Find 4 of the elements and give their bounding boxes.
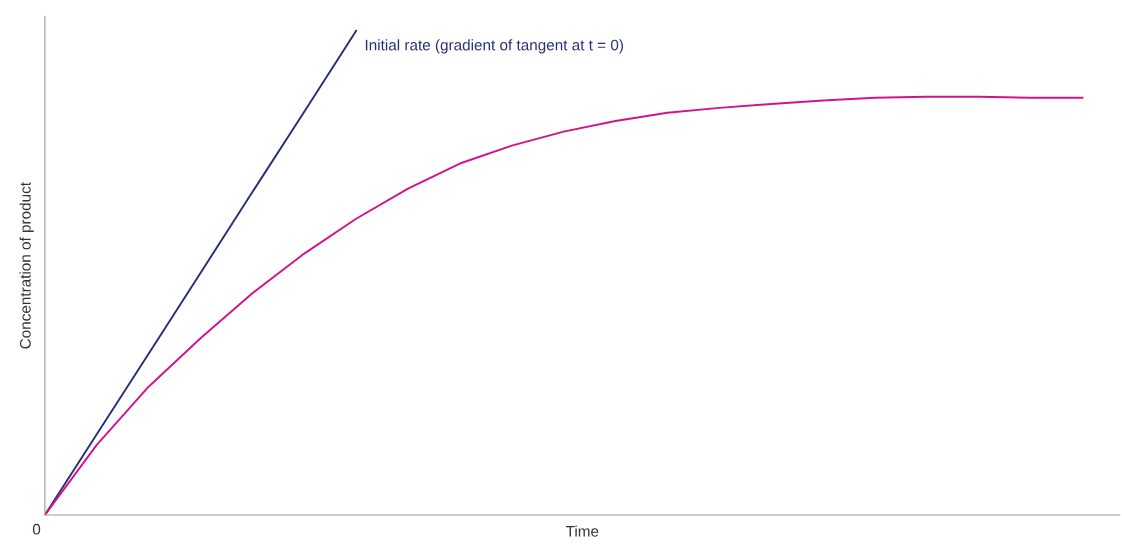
x-axis-title: Time — [565, 525, 599, 537]
annotation: Initial rate (gradient of tangent at t = 0) — [365, 39, 623, 54]
text: 0 — [32, 523, 41, 535]
y-axis-title: Concentration of product — [19, 182, 34, 349]
